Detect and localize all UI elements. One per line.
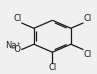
Text: Na⁺: Na⁺ [5,41,21,50]
Text: ⁻O: ⁻O [10,45,21,54]
Text: Cl: Cl [83,14,92,23]
Text: Cl: Cl [13,14,21,23]
Text: Cl: Cl [48,63,57,72]
Text: Cl: Cl [83,50,92,59]
